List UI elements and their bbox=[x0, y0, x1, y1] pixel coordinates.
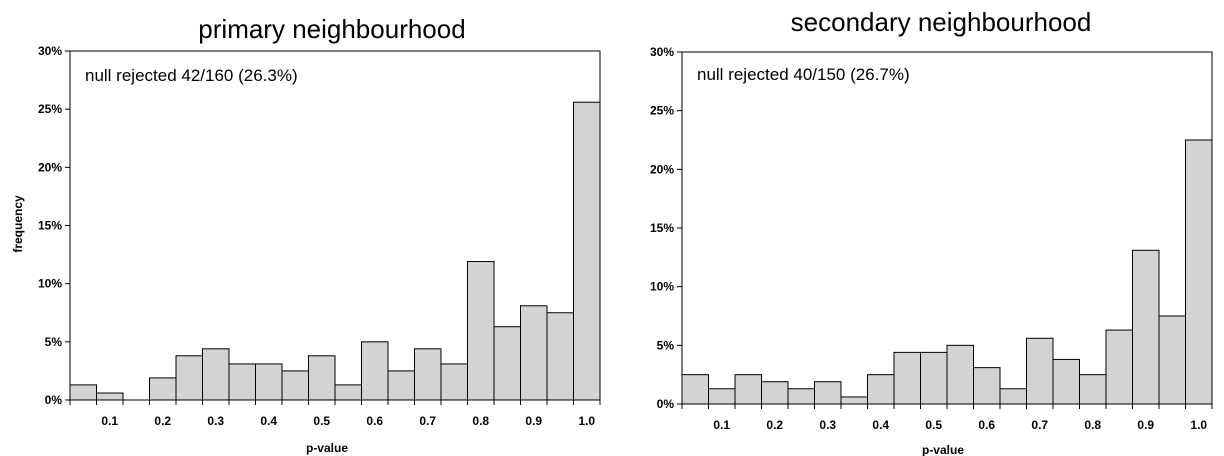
y-tick-label: 5% bbox=[45, 335, 63, 349]
y-tick-label: 10% bbox=[38, 277, 62, 291]
histogram-bar bbox=[96, 392, 124, 401]
histogram-bar bbox=[1185, 139, 1213, 405]
y-tick-label: 25% bbox=[38, 102, 62, 116]
histogram-bar bbox=[973, 367, 1001, 405]
histogram-bar bbox=[573, 101, 601, 401]
histogram-bar bbox=[228, 363, 256, 401]
histogram-bar bbox=[787, 388, 815, 405]
x-tick-label: 0.2 bbox=[154, 414, 171, 428]
y-axis-label: frequency bbox=[11, 195, 25, 253]
bar-group bbox=[69, 101, 601, 401]
x-tick-label: 0.2 bbox=[766, 418, 783, 432]
histogram-bar bbox=[546, 312, 574, 401]
x-axis: 0.1 0.2 0.3 0.4 0.5 0.6 0.7 0.8 0.9 1.0 bbox=[69, 400, 601, 428]
x-tick-label: 0.1 bbox=[101, 414, 118, 428]
histogram-bar bbox=[1132, 249, 1160, 405]
histogram-bar bbox=[440, 363, 468, 401]
y-tick-label: 30% bbox=[38, 44, 62, 58]
histogram-bar bbox=[761, 381, 789, 405]
x-tick-label: 0.3 bbox=[207, 414, 224, 428]
x-tick-label: 0.9 bbox=[525, 414, 542, 428]
histogram-bar bbox=[814, 381, 842, 405]
histogram-bar bbox=[1026, 337, 1054, 405]
histogram-bar bbox=[149, 377, 177, 401]
histogram-bar bbox=[681, 374, 709, 405]
histogram-bar bbox=[255, 363, 283, 401]
histogram-bar bbox=[867, 374, 895, 405]
x-tick-label: 0.8 bbox=[1084, 418, 1101, 432]
x-axis-label: p-value bbox=[306, 441, 348, 455]
histogram-bar bbox=[840, 396, 868, 405]
y-tick-label: 20% bbox=[650, 162, 674, 176]
y-tick-label: 15% bbox=[38, 219, 62, 233]
histogram-bar bbox=[1158, 315, 1186, 405]
histogram-bar bbox=[946, 344, 974, 405]
y-tick-label: 20% bbox=[38, 160, 62, 174]
histogram-bar bbox=[893, 351, 921, 405]
histogram-bar bbox=[520, 305, 548, 401]
chart-primary-neighbourhood: primary neighbourhood frequency p-value … bbox=[11, 14, 601, 455]
x-tick-label: 0.5 bbox=[925, 418, 942, 432]
histogram-bar bbox=[493, 326, 521, 401]
histogram-bar bbox=[281, 370, 309, 401]
histogram-bar bbox=[69, 384, 97, 401]
histogram-bar bbox=[1052, 358, 1080, 405]
x-tick-label: 1.0 bbox=[1190, 418, 1207, 432]
chart-secondary-neighbourhood: secondary neighbourhood p-value 0% 5% 10% 1… bbox=[650, 7, 1213, 456]
x-tick-label: 1.0 bbox=[578, 414, 595, 428]
y-tick-label: 0% bbox=[45, 393, 63, 407]
histogram-bar bbox=[734, 374, 762, 405]
y-axis: 0% 5% 10% 15% 20% 25% 30% bbox=[38, 44, 70, 407]
histogram-bar bbox=[334, 384, 362, 401]
x-tick-label: 0.4 bbox=[872, 418, 889, 432]
chart-title: primary neighbourhood bbox=[198, 14, 465, 44]
x-tick-label: 0.7 bbox=[1031, 418, 1048, 432]
x-axis: 0.1 0.2 0.3 0.4 0.5 0.6 0.7 0.8 0.9 1.0 bbox=[681, 404, 1213, 432]
histogram-bar bbox=[999, 388, 1027, 405]
x-tick-label: 0.5 bbox=[313, 414, 330, 428]
y-tick-label: 0% bbox=[657, 397, 675, 411]
y-tick-label: 5% bbox=[657, 338, 675, 352]
histogram-bar bbox=[308, 355, 336, 401]
y-axis: 0% 5% 10% 15% 20% 25% 30% bbox=[650, 45, 682, 411]
histogram-bar bbox=[361, 341, 389, 401]
histogram-bar bbox=[467, 261, 495, 401]
x-tick-label: 0.6 bbox=[978, 418, 995, 432]
histogram-bar bbox=[387, 370, 415, 401]
x-tick-label: 0.8 bbox=[472, 414, 489, 428]
x-tick-label: 0.4 bbox=[260, 414, 277, 428]
histogram-bar bbox=[202, 348, 230, 401]
x-tick-label: 0.9 bbox=[1137, 418, 1154, 432]
chart-annotation: null rejected 40/150 (26.7%) bbox=[697, 65, 910, 84]
x-tick-label: 0.3 bbox=[819, 418, 836, 432]
x-tick-label: 0.7 bbox=[419, 414, 436, 428]
histogram-bar bbox=[920, 351, 948, 405]
chart-annotation: null rejected 42/160 (26.3%) bbox=[85, 66, 298, 85]
x-tick-label: 0.1 bbox=[713, 418, 730, 432]
x-axis-label: p-value bbox=[922, 443, 964, 456]
histogram-bar bbox=[1105, 329, 1133, 405]
histogram-bar bbox=[175, 355, 203, 401]
y-tick-label: 25% bbox=[650, 104, 674, 118]
bar-group bbox=[681, 139, 1213, 405]
y-tick-label: 30% bbox=[650, 45, 674, 59]
x-tick-label: 0.6 bbox=[366, 414, 383, 428]
chart-title: secondary neighbourhood bbox=[791, 7, 1092, 37]
y-tick-label: 15% bbox=[650, 221, 674, 235]
histogram-bar bbox=[414, 348, 442, 401]
histogram-bar bbox=[1079, 374, 1107, 405]
y-tick-label: 10% bbox=[650, 280, 674, 294]
histogram-bar bbox=[708, 388, 736, 405]
